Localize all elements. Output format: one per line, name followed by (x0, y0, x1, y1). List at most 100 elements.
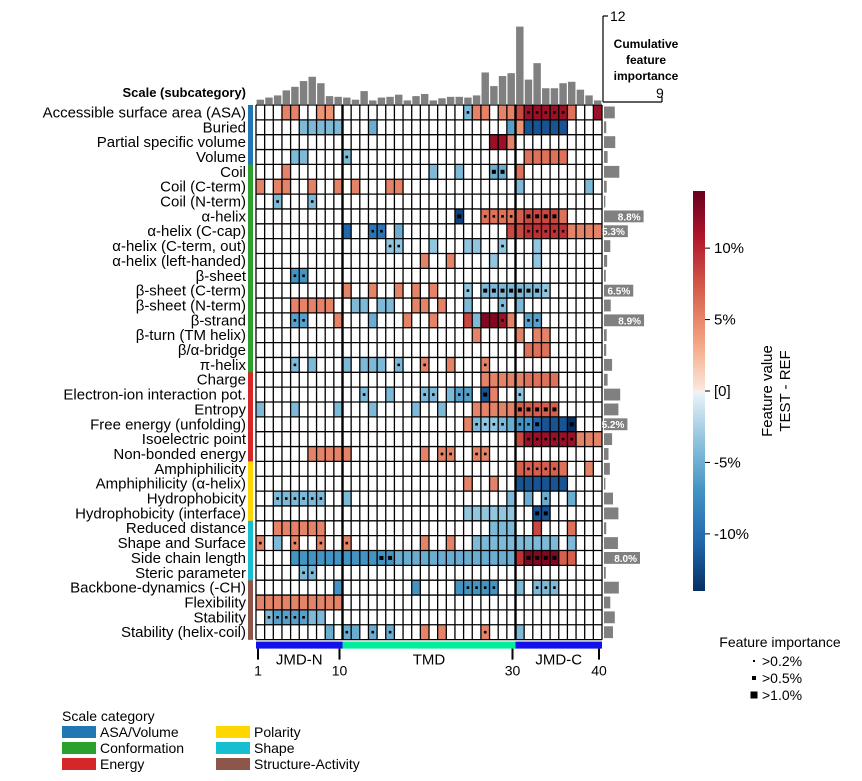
feature-cell (567, 520, 577, 536)
importance-marker (483, 630, 487, 634)
importance-marker (475, 422, 478, 426)
scale-label: β-sheet (196, 268, 247, 285)
feature-cell (307, 298, 317, 313)
feature-cell (333, 550, 343, 566)
cumulative-importance-bar (343, 97, 351, 104)
category-legend-swatch (216, 726, 250, 738)
scale-label: Coil (N-term) (160, 194, 246, 211)
feature-cell (299, 298, 308, 313)
category-legend-label: Structure-Activity (254, 756, 360, 772)
scale-label: Non-bonded energy (113, 446, 246, 463)
feature-cell (498, 105, 507, 120)
feature-cell (506, 491, 516, 506)
feature-cell (429, 164, 438, 180)
feature-cell (489, 372, 499, 388)
importance-marker (544, 437, 548, 441)
cumulative-importance-bar (291, 86, 299, 104)
feature-cell (299, 119, 308, 135)
x-tick-label: 30 (505, 663, 521, 679)
importance-marker (553, 111, 556, 114)
importance-marker (535, 407, 540, 412)
feature-cell (515, 624, 525, 640)
importance-marker (475, 452, 478, 456)
feature-cell (532, 253, 542, 269)
cumulative-importance-bar (490, 86, 498, 104)
importance-marker (535, 422, 540, 427)
feature-cell (472, 505, 481, 521)
importance-marker (276, 497, 279, 500)
feature-cell (429, 312, 438, 328)
feature-cell (368, 550, 378, 566)
feature-cell (593, 105, 602, 120)
scale-label: Amphiphilicity (154, 461, 246, 478)
importance-legend-label: >0.5% (762, 670, 802, 686)
feature-cell (506, 505, 516, 521)
colorbar-tick-label: [0] (714, 383, 731, 400)
feature-cell (515, 476, 525, 492)
feature-cell (429, 550, 438, 566)
importance-marker (345, 155, 349, 159)
importance-marker (535, 214, 540, 219)
scale-label: Hydrophobicity (interface) (75, 505, 246, 522)
feature-cell (299, 550, 308, 566)
feature-cell (325, 105, 334, 120)
category-legend: Scale category ASA/VolumeConformationEne… (62, 708, 360, 772)
feature-cell (446, 387, 455, 402)
importance-marker (492, 215, 496, 218)
segment-bar (256, 641, 343, 649)
colorbar-tick-label: 10% (714, 240, 744, 257)
feature-cell (515, 550, 525, 566)
feature-cell (463, 476, 473, 492)
feature-cell (273, 535, 282, 551)
importance-marker (423, 393, 426, 396)
feature-cell (403, 550, 412, 566)
feature-cell (550, 535, 559, 551)
feature-cell (472, 535, 481, 551)
feature-cell (541, 416, 551, 432)
importance-marker (570, 437, 574, 441)
cumulative-importance-bar (446, 96, 455, 104)
feature-cell (532, 372, 542, 388)
scale-label: Reduced distance (126, 520, 246, 537)
feature-cell (290, 149, 300, 165)
feature-cell (333, 179, 343, 195)
feature-cell (489, 535, 499, 551)
feature-cell (437, 402, 447, 417)
feature-cell (377, 298, 386, 313)
feature-cell (333, 580, 343, 596)
feature-cell (593, 431, 602, 447)
scale-label: Stability (helix-coil) (121, 624, 246, 641)
feature-cell (498, 134, 507, 150)
feature-cell (264, 595, 274, 610)
feature-cell (558, 461, 568, 477)
feature-cell (273, 179, 282, 195)
importance-marker (527, 111, 530, 114)
row-importance-bar (604, 626, 613, 639)
importance-marker (302, 497, 305, 500)
feature-cell (299, 149, 308, 165)
feature-cell (541, 119, 551, 135)
feature-cell (541, 535, 551, 551)
row-importance-bar (604, 477, 606, 490)
row-importance-bar (604, 492, 613, 505)
colorbar-tick-label: -10% (714, 526, 749, 543)
importance-marker (397, 363, 401, 367)
top-axis-tick-max: 12 (610, 8, 626, 24)
feature-cell (290, 550, 300, 566)
feature-cell (506, 105, 516, 120)
importance-markers (259, 111, 574, 634)
row-importance-label: 8.9% (618, 316, 641, 327)
scale-label: Free energy (unfolding) (90, 416, 246, 433)
feature-cell (532, 149, 542, 165)
scale-label: π-helix (200, 357, 247, 374)
importance-marker (527, 319, 530, 322)
importance-marker (553, 437, 556, 441)
feature-cell (515, 208, 525, 224)
importance-legend-label: >0.2% (762, 653, 802, 669)
row-importance-bar (604, 358, 613, 371)
feature-cell (307, 119, 317, 135)
feature-cell (489, 253, 499, 269)
row-importance-bar (604, 255, 608, 267)
scale-labels: Accessible surface area (ASA)BuriedParti… (43, 104, 247, 641)
row-importance-label: 6.5% (607, 287, 630, 298)
